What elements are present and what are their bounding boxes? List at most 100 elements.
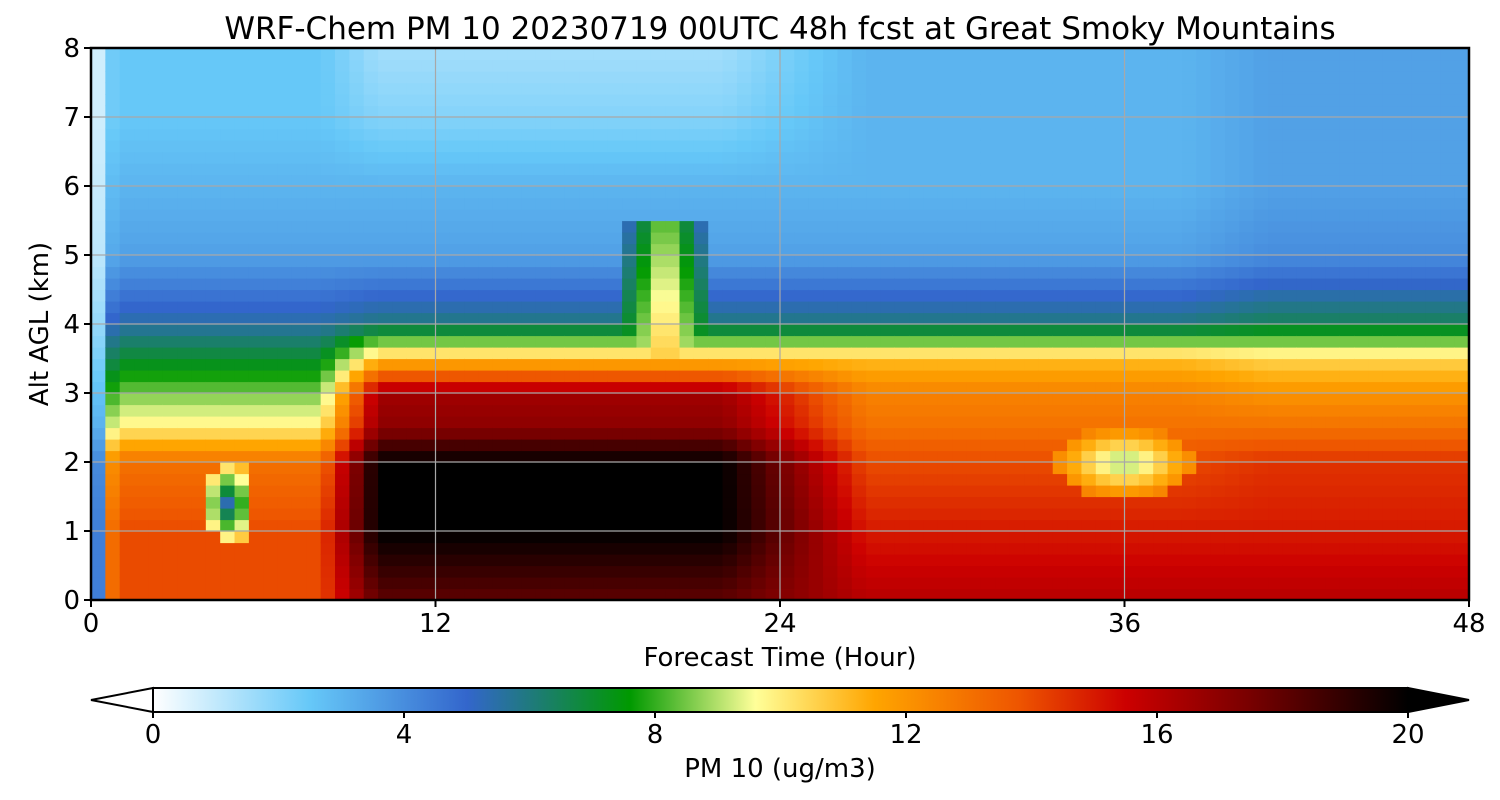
heatmap-cell: [1124, 542, 1140, 555]
heatmap-cell: [449, 301, 465, 314]
heatmap-cell: [579, 393, 594, 406]
heatmap-cell: [1009, 450, 1025, 463]
heatmap-cell: [607, 381, 623, 394]
heatmap-cell: [162, 324, 178, 337]
heatmap-cell: [765, 220, 781, 233]
heatmap-cell: [521, 301, 537, 314]
heatmap-cell: [1124, 174, 1140, 187]
x-axis-label: Forecast Time (Hour): [643, 643, 916, 673]
heatmap-cell: [923, 163, 939, 176]
heatmap-cell: [1325, 163, 1341, 176]
heatmap-cell: [1024, 347, 1039, 360]
heatmap-cell: [1325, 197, 1341, 210]
heatmap-cell: [1153, 278, 1169, 291]
heatmap-cell: [593, 577, 609, 590]
heatmap-cell: [650, 554, 666, 567]
heatmap-cell: [277, 324, 293, 337]
heatmap-cell: [593, 588, 609, 600]
heatmap-cell: [1038, 174, 1054, 187]
heatmap-cell: [335, 565, 350, 578]
heatmap-cell: [177, 105, 193, 118]
heatmap-cell: [851, 347, 867, 360]
heatmap-cell: [378, 266, 394, 279]
heatmap-cell: [794, 565, 810, 578]
heatmap-cell: [823, 462, 839, 475]
heatmap-cell: [277, 347, 293, 360]
heatmap-cell: [851, 82, 867, 95]
heatmap-cell: [492, 347, 508, 360]
colorbar-tick-label: 8: [647, 720, 664, 750]
heatmap-cell: [349, 531, 365, 544]
heatmap-cell: [1282, 278, 1298, 291]
heatmap-cell: [751, 151, 767, 164]
heatmap-cell: [406, 140, 422, 153]
heatmap-cell: [1354, 151, 1370, 164]
heatmap-cell: [1138, 588, 1154, 600]
heatmap-cell: [1425, 174, 1441, 187]
heatmap-cell: [478, 531, 494, 544]
heatmap-cell: [579, 59, 594, 72]
heatmap-cell: [1067, 255, 1083, 268]
heatmap-cell: [808, 565, 824, 578]
heatmap-cell: [421, 140, 437, 153]
heatmap-cell: [550, 59, 566, 72]
heatmap-cell: [1052, 462, 1068, 475]
heatmap-cell: [593, 393, 609, 406]
heatmap-cell: [1138, 94, 1154, 107]
heatmap-cell: [291, 174, 307, 187]
heatmap-cell: [162, 266, 178, 279]
heatmap-cell: [1124, 197, 1140, 210]
heatmap-cell: [234, 289, 250, 302]
heatmap-cell: [1067, 197, 1083, 210]
heatmap-cell: [205, 301, 221, 314]
heatmap-cell: [449, 427, 465, 440]
heatmap-cell: [478, 588, 494, 600]
heatmap-cell: [1081, 427, 1097, 440]
heatmap-cell: [363, 71, 379, 84]
heatmap-cell: [765, 519, 781, 532]
heatmap-cell: [1038, 128, 1054, 141]
heatmap-cell: [378, 404, 394, 417]
heatmap-cell: [392, 301, 408, 314]
heatmap-cell: [579, 209, 594, 222]
heatmap-cell: [177, 82, 193, 95]
heatmap-cell: [378, 554, 394, 567]
heatmap-cell: [1311, 163, 1327, 176]
heatmap-cell: [665, 427, 681, 440]
heatmap-cell: [478, 577, 494, 590]
heatmap-cell: [191, 324, 207, 337]
heatmap-cell: [1239, 266, 1255, 279]
heatmap-cell: [1224, 128, 1240, 141]
heatmap-cell: [392, 82, 408, 95]
heatmap-cell: [995, 197, 1011, 210]
heatmap-cell: [1397, 508, 1413, 521]
heatmap-cell: [1368, 94, 1384, 107]
heatmap-cell: [794, 140, 810, 153]
heatmap-cell: [1282, 508, 1298, 521]
heatmap-cell: [679, 496, 695, 509]
heatmap-cell: [1196, 370, 1212, 383]
heatmap-cell: [808, 496, 824, 509]
heatmap-cell: [277, 508, 293, 521]
heatmap-cell: [736, 381, 752, 394]
heatmap-cell: [579, 140, 594, 153]
heatmap-cell: [607, 94, 623, 107]
heatmap-cell: [1411, 577, 1427, 590]
heatmap-cell: [1325, 554, 1341, 567]
heatmap-cell: [406, 416, 422, 429]
heatmap-cell: [1368, 381, 1384, 394]
heatmap-cell: [1354, 554, 1370, 567]
heatmap-cell: [148, 151, 164, 164]
heatmap-cell: [248, 59, 264, 72]
heatmap-cell: [980, 439, 996, 452]
heatmap-cell: [880, 439, 896, 452]
heatmap-cell: [1325, 542, 1341, 555]
heatmap-cell: [794, 439, 810, 452]
heatmap-cell: [751, 71, 767, 84]
heatmap-cell: [320, 358, 336, 371]
heatmap-cell: [119, 473, 135, 486]
heatmap-cell: [765, 151, 781, 164]
heatmap-cell: [708, 128, 724, 141]
heatmap-cell: [277, 381, 293, 394]
heatmap-cell: [306, 140, 322, 153]
